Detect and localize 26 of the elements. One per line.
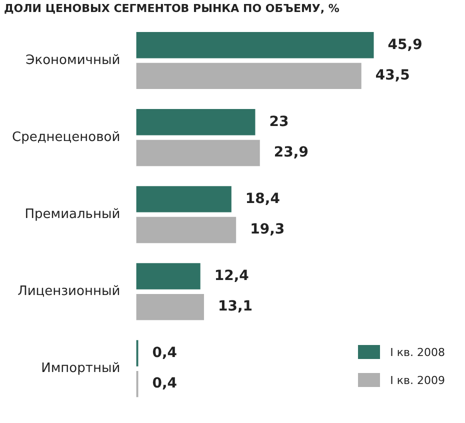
y-tick-label: Импортный [41,361,120,376]
legend-label: I кв. 2008 [390,346,445,359]
bar [136,62,362,90]
y-tick-label: Среднеценовой [12,130,120,145]
bar [136,186,232,212]
bar [136,109,256,136]
bar [136,140,260,166]
data-label: 23,9 [274,144,308,161]
data-label: 0,4 [152,376,178,392]
bar [136,263,200,290]
legend-label: I кв. 2009 [390,374,445,387]
y-tick-label: Лицензионный [18,284,120,300]
y-tick-label: Премиальный [24,206,120,222]
data-label: 45,9 [388,36,422,53]
bar [136,216,236,244]
chart-title: ДОЛИ ЦЕНОВЫХ СЕГМЕНТОВ РЫНКА ПО ОБЪЕМУ, % [4,2,340,15]
bar [136,294,204,320]
bar [136,32,374,58]
data-label: 12,4 [214,268,250,284]
data-label: 0,4 [152,344,178,361]
data-label: 43,5 [375,68,410,84]
data-label: 23 [269,114,289,130]
data-label: 13,1 [218,298,253,315]
data-label: 19,3 [250,222,285,238]
y-tick-label: Экономичный [26,52,120,68]
data-label: 18,4 [245,190,280,207]
